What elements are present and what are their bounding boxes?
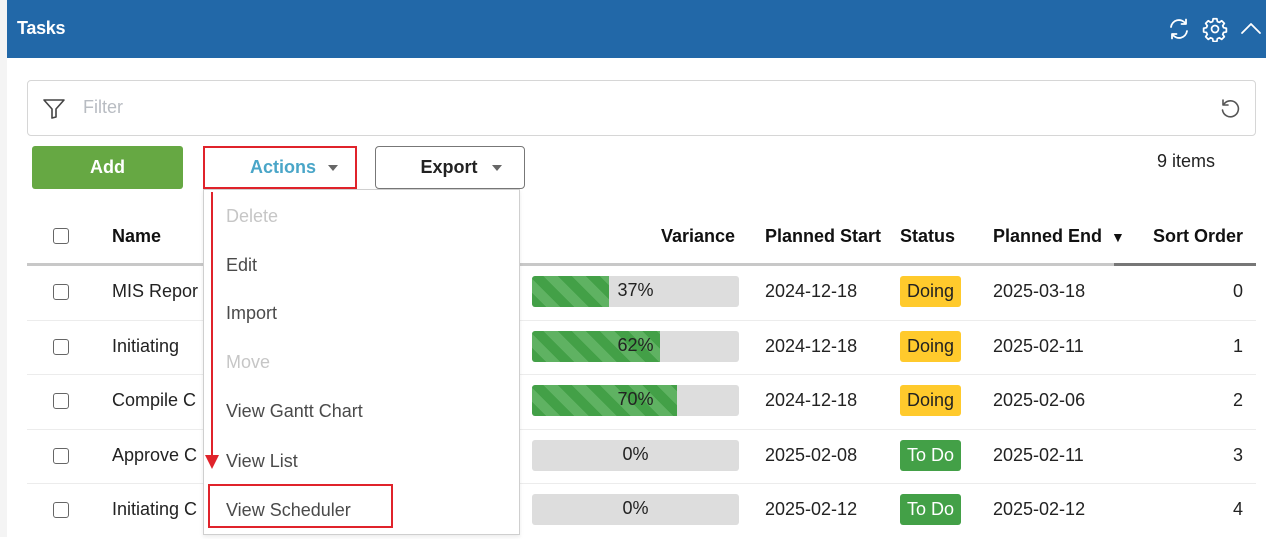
task-name[interactable]: Initiating C	[112, 499, 198, 519]
progress-bar: 37%	[532, 276, 739, 307]
actions-label: Actions	[249, 157, 316, 177]
column-sort-order[interactable]: Sort Order	[1152, 226, 1243, 246]
progress-text: 70%	[617, 389, 654, 409]
planned-start: 2024-12-18	[765, 390, 858, 410]
table-row[interactable]: Compile C 70% 2024-12-18 Doing 2025-02-0…	[27, 375, 1256, 430]
sort-order: 4	[1232, 499, 1243, 519]
task-name[interactable]: Compile C	[112, 390, 197, 410]
column-variance[interactable]: Variance	[661, 226, 736, 246]
table-row[interactable]: MIS Repor 37% 2024-12-18 Doing 2025-03-1…	[27, 266, 1256, 321]
status-badge: To Do	[900, 439, 962, 471]
table-row[interactable]: Approve C 0% 2025-02-08 To Do 2025-02-11…	[27, 430, 1256, 484]
annotation-arrow-line	[211, 192, 213, 456]
progress-text: 62%	[617, 334, 654, 355]
planned-end: 2025-02-11	[993, 444, 1084, 465]
progress-text: 37%	[617, 280, 654, 300]
sort-order: 3	[1232, 444, 1243, 465]
sort-order: 0	[1232, 281, 1243, 301]
planned-start: 2025-02-12	[765, 499, 858, 519]
planned-end: 2025-03-18	[993, 281, 1086, 301]
planned-end: 2025-02-06	[993, 390, 1086, 410]
actions-button[interactable]: Actions	[203, 146, 357, 189]
export-label: Export	[420, 157, 478, 177]
reset-filter-icon[interactable]	[1219, 98, 1241, 125]
actions-dropdown-menu: Delete Edit Import Move View Gantt Chart…	[203, 189, 520, 535]
menu-item-view-gantt-chart[interactable]: View Gantt Chart	[226, 401, 363, 421]
progress-text: 0%	[622, 498, 649, 518]
progress-bar: 0%	[532, 439, 739, 471]
progress-fill	[532, 276, 609, 307]
row-checkbox[interactable]	[53, 447, 69, 464]
tasks-table: Name Variance Planned Start Status Plann…	[27, 206, 1256, 539]
planned-end: 2025-02-11	[993, 335, 1084, 356]
items-count: 9 items	[1156, 151, 1215, 171]
menu-item-move: Move	[226, 352, 271, 372]
progress-fill	[532, 385, 677, 416]
filter-input[interactable]: Filter	[27, 80, 1256, 136]
row-checkbox[interactable]	[53, 284, 69, 300]
filter-placeholder: Filter	[83, 97, 123, 117]
progress-bar: 0%	[532, 494, 739, 525]
annotation-highlight-box	[208, 484, 393, 528]
progress-fill	[532, 330, 661, 362]
progress-bar: 70%	[532, 385, 739, 416]
row-checkbox[interactable]	[53, 502, 69, 518]
annotation-arrow-head-icon	[205, 455, 219, 469]
column-name[interactable]: Name	[112, 226, 162, 246]
column-status[interactable]: Status	[900, 226, 956, 246]
refresh-icon[interactable]	[1166, 16, 1192, 42]
sort-desc-icon: ▼	[1111, 229, 1125, 245]
task-name[interactable]: Initiating	[112, 335, 180, 356]
table-row[interactable]: Initiating 62% 2024-12-18 Doing 2025-02-…	[27, 321, 1256, 375]
caret-down-icon	[328, 164, 338, 171]
task-name[interactable]: Approve C	[112, 444, 198, 465]
planned-end: 2025-02-12	[993, 499, 1086, 519]
export-button[interactable]: Export	[375, 146, 525, 189]
table-header: Name Variance Planned Start Status Plann…	[27, 206, 1256, 266]
gear-icon[interactable]	[1202, 16, 1228, 42]
column-planned-end[interactable]: Planned End ▼	[993, 226, 1125, 247]
planned-start: 2024-12-18	[765, 335, 858, 356]
planned-start: 2024-12-18	[765, 281, 858, 301]
status-badge: Doing	[900, 276, 962, 307]
menu-item-view-list[interactable]: View List	[226, 451, 298, 471]
row-checkbox[interactable]	[53, 393, 69, 409]
menu-item-import[interactable]: Import	[226, 303, 278, 323]
chevron-up-icon[interactable]	[1238, 16, 1264, 42]
status-badge: Doing	[900, 330, 962, 362]
sorted-column-indicator	[1114, 263, 1256, 266]
caret-down-icon	[491, 164, 502, 171]
left-edge	[0, 0, 7, 537]
filter-icon	[42, 98, 66, 125]
progress-bar: 62%	[532, 330, 739, 362]
column-planned-start[interactable]: Planned Start	[765, 226, 882, 246]
menu-item-edit[interactable]: Edit	[226, 255, 258, 275]
menu-item-view-scheduler[interactable]: View Scheduler	[226, 500, 351, 520]
menu-item-delete: Delete	[226, 206, 279, 226]
column-planned-end-label: Planned End	[993, 226, 1103, 246]
add-button[interactable]: Add	[32, 146, 183, 189]
header-icons	[1166, 14, 1266, 44]
panel-title: Tasks	[17, 18, 66, 38]
table-row[interactable]: Initiating C 0% 2025-02-12 To Do 2025-02…	[27, 484, 1256, 539]
panel-header: Tasks	[7, 0, 1266, 58]
planned-start: 2025-02-08	[765, 444, 858, 465]
progress-text: 0%	[622, 443, 649, 464]
select-all-checkbox[interactable]	[53, 228, 69, 244]
status-badge: Doing	[900, 385, 962, 416]
sort-order: 2	[1232, 390, 1243, 410]
status-badge: To Do	[900, 494, 962, 525]
sort-order: 1	[1232, 335, 1243, 356]
row-checkbox[interactable]	[53, 338, 69, 355]
task-name[interactable]: MIS Repor	[112, 281, 199, 301]
